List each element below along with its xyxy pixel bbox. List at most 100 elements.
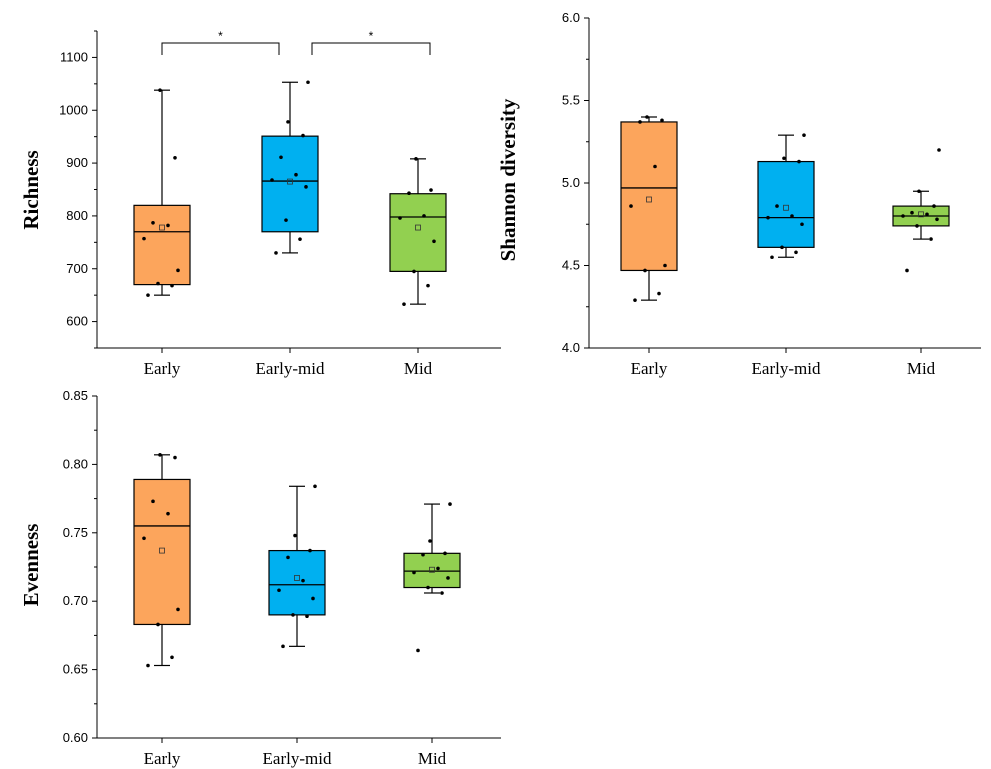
data-point	[414, 157, 418, 161]
data-point	[270, 178, 274, 182]
iqr-box	[403, 552, 461, 589]
mean-marker	[294, 575, 300, 581]
data-point	[146, 663, 150, 668]
y-tick-label: 1000	[59, 102, 88, 117]
y-axis-title: Richness	[19, 150, 43, 229]
data-point	[775, 204, 779, 208]
iqr-box	[268, 549, 326, 616]
y-tick-label: 600	[66, 314, 88, 329]
data-point	[422, 214, 426, 218]
data-point	[633, 298, 637, 302]
data-point	[279, 155, 283, 160]
iqr-box	[620, 121, 678, 272]
mean-marker	[918, 211, 924, 218]
data-point	[937, 148, 941, 152]
data-point	[770, 255, 774, 260]
y-axis-title: Evenness	[19, 524, 43, 607]
data-point	[286, 120, 290, 124]
data-point	[142, 536, 146, 541]
y-tick-label: 0.85	[63, 388, 88, 403]
x-tick-label: Mid	[404, 359, 433, 378]
box-early	[133, 453, 191, 668]
mean-marker	[159, 224, 165, 231]
significance-bracket: *	[311, 29, 431, 55]
data-point	[298, 237, 302, 241]
x-tick-label: Early	[144, 359, 181, 378]
y-tick-label: 0.70	[63, 593, 88, 608]
data-point	[436, 566, 440, 571]
mean-marker	[646, 196, 652, 203]
data-point	[146, 293, 150, 297]
y-axis-title: Shannon diversity	[496, 98, 520, 261]
data-point	[421, 552, 425, 557]
y-tick-label: 800	[66, 208, 88, 223]
data-point	[901, 214, 905, 218]
data-point	[156, 281, 160, 286]
x-tick-label: Early	[144, 749, 181, 768]
mean-marker	[429, 566, 435, 573]
data-point	[905, 268, 909, 273]
data-point	[281, 644, 285, 649]
data-point	[782, 156, 786, 161]
data-point	[151, 499, 155, 504]
data-point	[304, 185, 308, 189]
data-point	[663, 263, 667, 268]
box-mid	[892, 148, 950, 273]
data-point	[638, 120, 642, 124]
x-tick-label: Early-mid	[752, 359, 821, 378]
data-point	[794, 250, 798, 255]
data-point	[294, 172, 298, 177]
y-tick-label: 6.0	[562, 10, 580, 25]
data-point	[657, 291, 661, 296]
data-point	[790, 214, 794, 218]
data-point	[166, 511, 170, 516]
data-point	[398, 216, 402, 220]
data-point	[645, 115, 649, 119]
y-tick-label: 0.60	[63, 730, 88, 745]
box-early-mid	[757, 133, 815, 260]
y-tick-label: 1100	[60, 49, 88, 64]
data-point	[428, 539, 432, 543]
data-point	[274, 251, 278, 255]
data-point	[426, 283, 430, 288]
mean-marker	[159, 547, 165, 554]
data-point	[766, 215, 770, 220]
x-tick-label: Early-mid	[256, 359, 325, 378]
data-point	[915, 224, 919, 228]
data-point	[301, 133, 305, 138]
data-point	[448, 502, 452, 506]
data-point	[429, 188, 433, 192]
significance-label: *	[218, 29, 223, 43]
data-point	[802, 133, 806, 137]
x-tick-label: Early-mid	[263, 749, 332, 768]
data-point	[308, 548, 312, 553]
data-point	[917, 189, 921, 194]
chart-panel-2: 4.0 4.5 5.0 5.5 6.0 Shannon diversity Early Ear…	[496, 10, 981, 378]
y-tick-label: 4.5	[562, 258, 580, 273]
box-early-mid	[261, 80, 319, 255]
iqr-box	[133, 478, 191, 626]
y-tick-label: 900	[66, 155, 88, 170]
data-point	[653, 164, 657, 169]
data-point	[426, 585, 430, 590]
y-tick-label: 0.80	[63, 456, 88, 471]
data-point	[151, 220, 155, 225]
box-mid	[403, 502, 461, 653]
data-point	[286, 555, 290, 560]
data-point	[925, 212, 929, 217]
data-point	[443, 551, 447, 556]
data-point	[629, 204, 633, 208]
data-point	[284, 218, 288, 222]
data-point	[446, 576, 450, 580]
data-point	[158, 453, 162, 457]
x-tick-label: Early	[631, 359, 668, 378]
box-early-mid	[268, 484, 326, 649]
y-tick-label: 700	[66, 261, 88, 276]
iqr-box	[133, 204, 191, 286]
data-point	[910, 210, 914, 215]
data-point	[176, 268, 180, 273]
y-tick-label: 5.5	[562, 93, 580, 108]
data-point	[929, 237, 933, 241]
x-tick-label: Mid	[418, 749, 447, 768]
